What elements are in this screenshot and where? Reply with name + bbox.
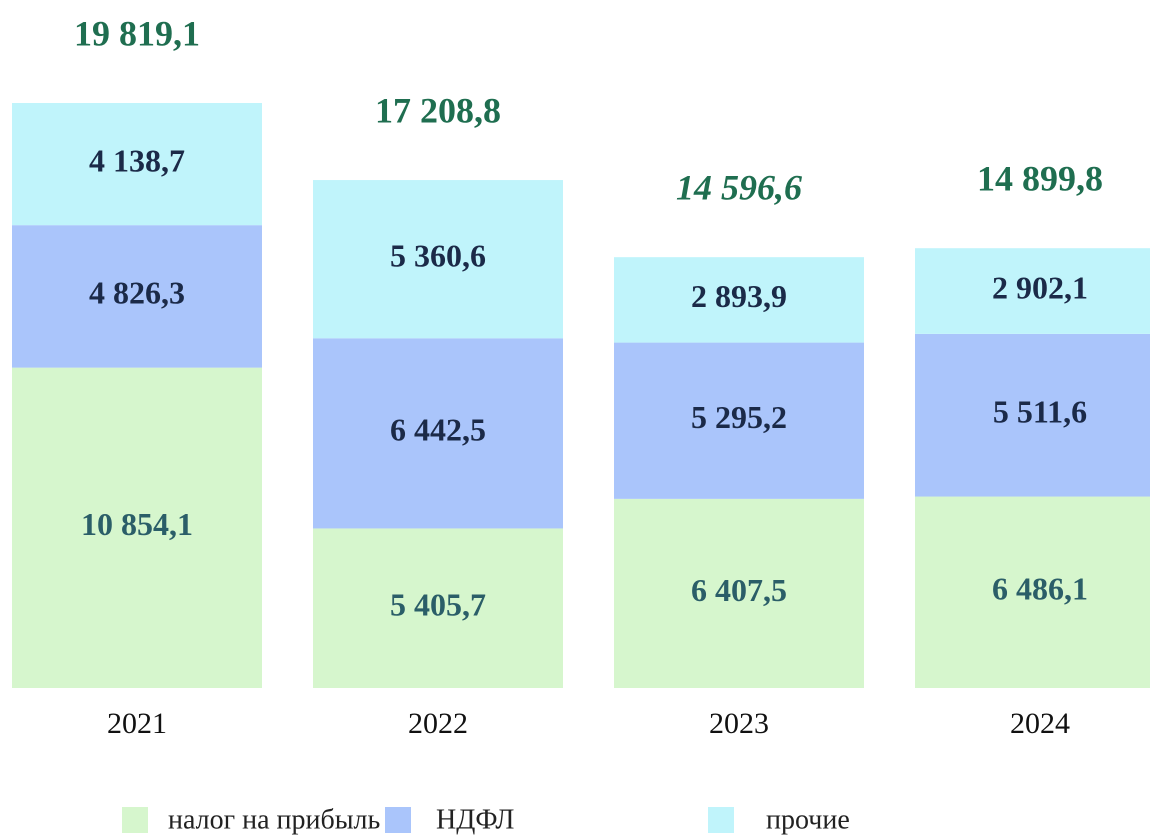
value-label: 10 854,1 (81, 506, 193, 542)
bar-segment (313, 528, 563, 688)
bar-segment (614, 498, 864, 688)
legend-swatch (708, 807, 734, 833)
bar-segment (12, 103, 262, 226)
x-tick-label: 2021 (107, 707, 167, 740)
x-tick-label: 2023 (709, 707, 769, 740)
legend-label: прочие (766, 804, 850, 835)
value-label: 2 893,9 (691, 278, 787, 314)
value-label: 4 138,7 (89, 142, 185, 178)
total-label: 14 596,6 (676, 167, 802, 207)
value-label: 6 486,1 (992, 571, 1088, 607)
total-label: 19 819,1 (74, 13, 200, 53)
legend-swatch (385, 807, 411, 833)
value-label: 6 407,5 (691, 572, 787, 608)
value-label: 5 360,6 (390, 238, 486, 274)
value-label: 5 405,7 (390, 587, 486, 623)
bar-segment (313, 180, 563, 339)
value-label: 5 295,2 (691, 399, 787, 435)
bar-segment (313, 338, 563, 529)
value-label: 4 826,3 (89, 275, 185, 311)
total-label: 17 208,8 (375, 90, 501, 130)
bar-segment (915, 496, 1150, 688)
legend-swatch (122, 807, 148, 833)
bar-segment (614, 342, 864, 499)
x-tick-label: 2022 (408, 707, 468, 740)
value-label: 6 442,5 (390, 412, 486, 448)
value-label: 5 511,6 (993, 394, 1087, 430)
x-tick-label: 2024 (1010, 707, 1070, 740)
bar-segment (12, 367, 262, 688)
total-label: 14 899,8 (977, 158, 1103, 198)
legend-label: НДФЛ (436, 804, 514, 835)
bar-segment (915, 333, 1150, 497)
value-label: 2 902,1 (992, 269, 1088, 305)
bar-segment (915, 248, 1150, 334)
bar-segment (614, 257, 864, 343)
legend-label: налог на прибыль (168, 804, 380, 835)
bar-segment (12, 225, 262, 368)
